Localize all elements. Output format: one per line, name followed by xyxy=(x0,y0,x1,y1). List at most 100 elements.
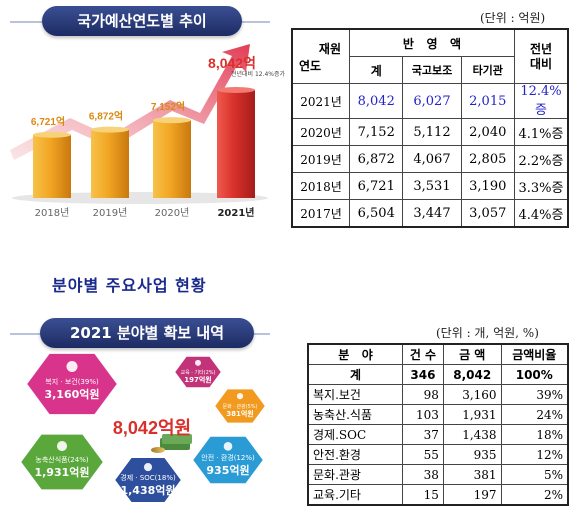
bar-value-label: 7,152억 xyxy=(151,101,185,113)
table-row: 2019년 6,872 4,067 2,805 2.2%증 xyxy=(291,145,569,173)
table-cell: 2.2%증 xyxy=(514,145,569,173)
column-header: 국고보조 xyxy=(402,56,462,84)
hexagon-label: 문화 · 관광(5%) xyxy=(222,403,257,410)
bar-top xyxy=(153,117,191,124)
table-cell: 18% xyxy=(500,424,569,445)
column-header: 금 액 xyxy=(442,343,502,365)
hexagon-value: 381억원 xyxy=(226,409,254,418)
gear-icon xyxy=(143,463,153,472)
category-label: 2020년 xyxy=(155,207,190,219)
table-cell: 1,438 xyxy=(442,424,502,445)
table-cell: 24% xyxy=(500,404,569,425)
table-cell: 안전.환경 xyxy=(307,444,404,465)
category-label: 2019년 xyxy=(93,207,128,219)
table-cell: 문화.관광 xyxy=(307,464,404,485)
bar-2020년 xyxy=(153,120,191,198)
hexagon-value: 3,160억원 xyxy=(44,387,99,401)
bar-2019년 xyxy=(91,129,129,198)
table-cell: 2,015 xyxy=(460,83,515,119)
table-cell: 346 xyxy=(402,364,444,385)
table-cell: 37 xyxy=(402,424,444,445)
bar-top xyxy=(217,87,255,93)
table-row: 경제.SOC 37 1,438 18% xyxy=(307,424,569,445)
table-cell: 6,027 xyxy=(402,83,462,119)
table-cell: 15 xyxy=(402,484,444,506)
field-table-unit: (단위 : 개, 억원, %) xyxy=(436,326,539,340)
table-row: 농축산.식품 103 1,931 24% xyxy=(307,404,569,425)
table-cell: 12% xyxy=(500,444,569,465)
table-cell: 2021년 xyxy=(291,83,350,119)
section-title: 분야별 주요사업 현황 xyxy=(52,276,207,295)
hexagon-value: 197억원 xyxy=(184,375,212,384)
table-cell: 계 xyxy=(307,364,404,385)
bar-top xyxy=(33,131,71,138)
hexagon-gear: 경제 · SOC(18%)1,438억원 xyxy=(112,456,184,504)
table-cell: 100% xyxy=(500,364,569,385)
table-cell: 2019년 xyxy=(291,145,350,173)
table-cell: 8,042 xyxy=(348,83,404,119)
hexagon-value: 1,438억원 xyxy=(120,483,175,497)
table-cell: 4.1%증 xyxy=(514,118,569,146)
category-label: 2021년 xyxy=(217,206,254,219)
budget-bar-chart: 6,721억 2018년 6,872억 2019년 7,152억 2020년 8,042억 2… xyxy=(10,44,286,219)
chart-floor xyxy=(12,192,268,204)
table-row: 2018년 6,721 3,531 3,190 3.3%증 xyxy=(291,172,569,200)
table-cell: 98 xyxy=(402,384,444,405)
corner-top: 재원 xyxy=(318,41,341,56)
table-cell: 3,160 xyxy=(442,384,502,405)
table-cell: 2018년 xyxy=(291,172,350,200)
hexagon-family: 복지 · 보건(39%)3,160억원 xyxy=(24,351,120,417)
hexagon-label: 교육 · 기타(2%) xyxy=(180,369,215,376)
hexagon-label: 복지 · 보건(39%) xyxy=(45,377,99,386)
hexagon-label: 농축산식품(24%) xyxy=(35,455,88,464)
table-cell: 4,067 xyxy=(402,145,462,173)
bar-value-label: 6,872억 xyxy=(89,111,123,123)
column-header: 계 xyxy=(348,56,404,84)
table-cell: 935 xyxy=(442,444,502,465)
column-header: 분 야 xyxy=(307,343,404,365)
column-header: 타기관 xyxy=(460,56,515,84)
family-icon xyxy=(66,361,78,373)
table-cell: 2020년 xyxy=(291,118,350,146)
change-header: 전년 대비 xyxy=(514,28,569,84)
table-cell: 2,040 xyxy=(460,118,515,146)
table-cell: 381 xyxy=(442,464,502,485)
total-row: 계 346 8,042 100% xyxy=(307,364,569,385)
table-cell: 1,931 xyxy=(442,404,502,425)
money-icon xyxy=(151,434,192,453)
table-row: 복지.보건 98 3,160 39% xyxy=(307,384,569,405)
table-row: 2021년 8,042 6,027 2,015 12.4%증 xyxy=(291,83,569,119)
table-cell: 4.4%증 xyxy=(514,199,569,228)
table-row: 교육.기타 15 197 2% xyxy=(307,484,569,506)
table-cell: 5,112 xyxy=(402,118,462,146)
table-cell: 39% xyxy=(500,384,569,405)
hexagon-label: 안전 · 환경(12%) xyxy=(201,453,255,462)
bar-top xyxy=(91,126,129,133)
column-header: 건 수 xyxy=(402,343,444,365)
budget-table: 재원 연도 반 영 액 전년 대비 계 국고보조 타기관 2021년 8,042 6,0… xyxy=(291,28,569,228)
hexagon-shield: 안전 · 환경(12%)935억원 xyxy=(190,434,266,486)
diagram-banner-title: 2021 분야별 확보 내역 xyxy=(40,318,254,348)
table-cell: 농축산.식품 xyxy=(307,404,404,425)
chart-annotation: 전년대비 12.4%증가 xyxy=(231,70,286,78)
table-row: 문화.관광 38 381 5% xyxy=(307,464,569,485)
table-cell: 197 xyxy=(442,484,502,506)
table-cell: 교육.기타 xyxy=(307,484,404,506)
table-cell: 55 xyxy=(402,444,444,465)
table-cell: 3,057 xyxy=(460,199,515,228)
bar-value-label: 6,721억 xyxy=(31,116,65,128)
table-cell: 3,531 xyxy=(402,172,462,200)
table-cell: 복지.보건 xyxy=(307,384,404,405)
culture-icon xyxy=(236,393,244,400)
farm-icon xyxy=(56,441,68,452)
corner-bottom: 연도 xyxy=(299,58,322,73)
hexagon-label: 경제 · SOC(18%) xyxy=(120,473,176,482)
table-cell: 2% xyxy=(500,484,569,506)
hexagon-book: 교육 · 기타(2%)197억원 xyxy=(172,354,224,390)
table-cell: 103 xyxy=(402,404,444,425)
book-icon xyxy=(195,359,201,366)
bar-2018년 xyxy=(33,134,71,198)
table-cell: 경제.SOC xyxy=(307,424,404,445)
